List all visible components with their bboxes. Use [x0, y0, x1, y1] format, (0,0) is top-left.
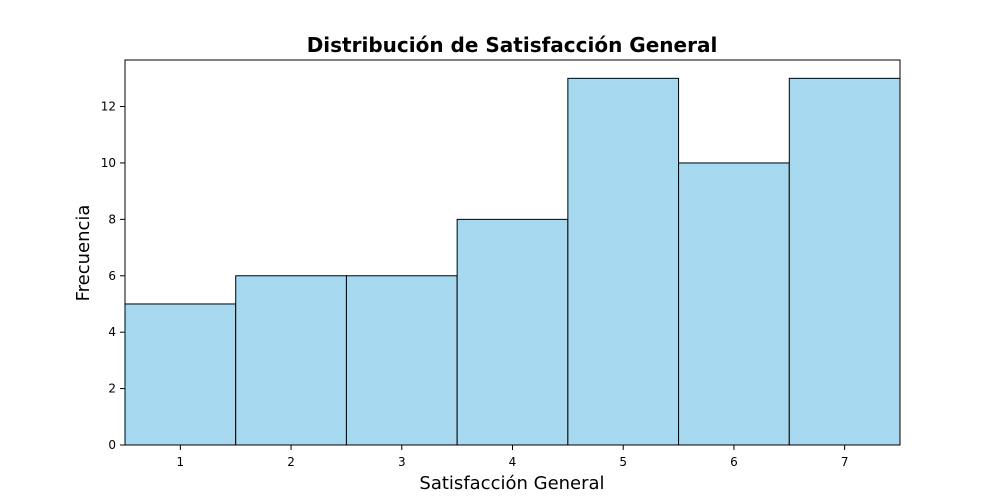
plot-frame	[124, 59, 901, 446]
bar-2	[235, 275, 347, 446]
y-tick-label: 6	[108, 269, 116, 283]
x-axis-label: Satisfacción General	[419, 473, 604, 494]
bar-7	[788, 77, 901, 446]
y-tick-label: 8	[108, 212, 116, 226]
x-tick-label: 7	[841, 455, 849, 469]
y-tick-label: 4	[108, 325, 116, 339]
bar-1	[124, 303, 237, 446]
bar-5	[567, 77, 680, 446]
x-tick-label: 1	[177, 455, 185, 469]
x-tick-label: 6	[730, 455, 738, 469]
x-tick-label: 3	[398, 455, 406, 469]
y-tick-label: 2	[108, 382, 116, 396]
y-ticks: 0 2 4 6 8 10 12	[101, 100, 125, 452]
x-tick-label: 4	[509, 455, 517, 469]
x-ticks: 1 2 3 4 5 6 7	[177, 445, 849, 469]
bar-6	[678, 162, 790, 446]
bars-layer	[124, 77, 901, 446]
x-tick-label: 2	[287, 455, 295, 469]
y-tick-label: 10	[101, 156, 116, 170]
chart-title: Distribución de Satisfacción General	[307, 33, 718, 57]
y-tick-label: 0	[108, 438, 116, 452]
x-tick-label: 5	[619, 455, 627, 469]
y-axis-label: Frecuencia	[73, 205, 94, 302]
bar-3	[345, 275, 458, 446]
y-tick-label: 12	[101, 100, 116, 114]
bar-4	[456, 218, 569, 446]
